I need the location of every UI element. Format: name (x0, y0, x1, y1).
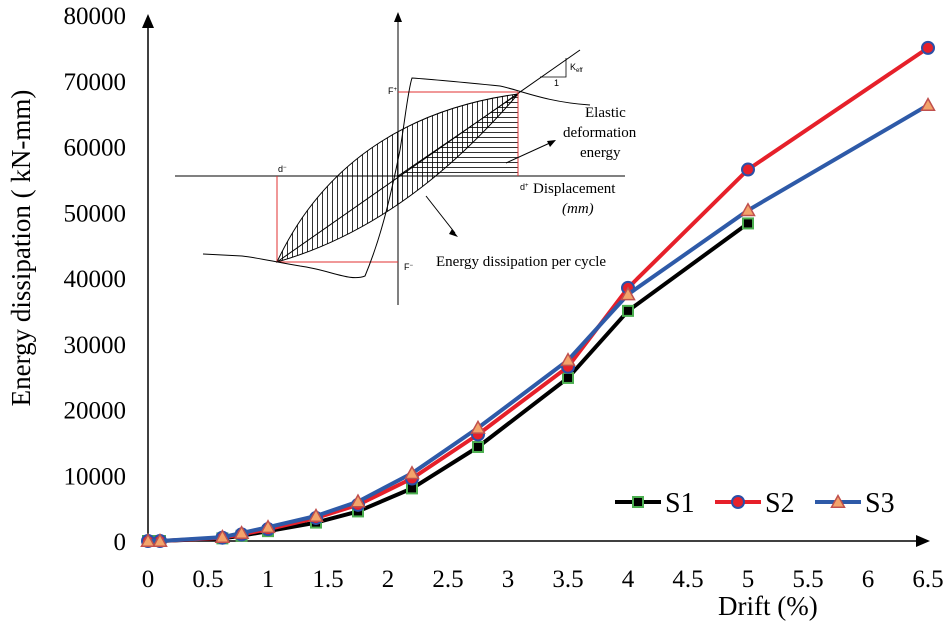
data-point-s1 (622, 304, 634, 317)
legend-label-s1: S1 (665, 488, 695, 519)
f-minus-label: F− (404, 262, 414, 272)
y-tick-label: 80000 (64, 3, 127, 30)
elastic-label-1: Elastic (585, 105, 626, 121)
data-point-s3 (404, 465, 420, 480)
displacement-label: Displacement (533, 181, 616, 197)
x-tick-label: 5 (742, 566, 755, 593)
backbone-curve (202, 77, 591, 279)
x-tick-label: 1 (262, 566, 275, 593)
hysteresis-inset-diagram: Keff 1 F+ F− d− d+ Elastic deformation e… (175, 12, 637, 305)
data-point-s3 (308, 507, 324, 522)
dissipation-label: Energy dissipation per cycle (436, 254, 606, 270)
x-tick-label: 3 (502, 566, 515, 593)
legend-marker-s2 (731, 495, 745, 509)
d-minus-label: d− (278, 164, 287, 174)
data-point-s3 (740, 202, 756, 217)
y-tick-label: 30000 (64, 332, 127, 359)
displacement-unit: (mm) (562, 201, 594, 217)
dissipation-arrow (425, 195, 456, 234)
x-tick-label: 0.5 (192, 566, 223, 593)
y-axis-title: Energy dissipation ( kN-mm) (6, 90, 36, 407)
axes (142, 14, 930, 547)
dissipation-arrowhead (449, 229, 458, 237)
x-tick-label: 2.5 (432, 566, 463, 593)
data-point-s3 (233, 525, 250, 540)
x-axis-arrowhead (916, 535, 930, 547)
data-point-s1 (562, 371, 574, 384)
y-tick-labels: 0 10000 20000 30000 40000 50000 60000 70000 8000… (64, 3, 127, 556)
d-plus-label: d+ (520, 182, 529, 192)
series-line-s3 (148, 103, 930, 543)
y-tick-label: 20000 (64, 398, 127, 425)
data-point-s3 (260, 519, 276, 534)
data-point-s3 (350, 493, 366, 508)
data-point-s2 (741, 162, 755, 177)
y-tick-label: 0 (114, 529, 127, 556)
data-point-s3 (214, 529, 231, 544)
legend-label-s3: S3 (865, 488, 895, 519)
elastic-arrow (505, 141, 553, 164)
f-plus-label: F+ (388, 86, 398, 96)
series-s2 (141, 40, 935, 548)
x-tick-label: 5.5 (792, 566, 823, 593)
legend-label-s2: S2 (765, 488, 795, 519)
x-tick-label: 6.5 (912, 566, 943, 593)
x-tick-label: 1.5 (312, 566, 343, 593)
data-point-s3 (470, 419, 486, 434)
data-point-s3 (152, 532, 168, 547)
data-point-s3 (140, 532, 156, 547)
x-tick-label: 4 (622, 566, 635, 593)
keff-triangle (540, 58, 567, 78)
x-tick-label: 0 (142, 566, 155, 593)
legend-marker-s3 (830, 493, 846, 508)
x-tick-label: 6 (862, 566, 875, 593)
legend-marker-s1 (632, 496, 644, 508)
data-point-s1 (742, 217, 754, 230)
series-s3 (140, 97, 936, 547)
x-axis-title: Drift (%) (718, 591, 818, 621)
elastic-label-2: deformation (563, 125, 637, 141)
series-layer (140, 40, 936, 548)
data-point-s3 (560, 352, 576, 367)
data-point-s2 (921, 40, 935, 55)
y-tick-label: 40000 (64, 266, 127, 293)
x-tick-label: 2 (382, 566, 395, 593)
x-tick-label: 4.5 (672, 566, 703, 593)
x-tick-labels: 0 0.5 1 1.5 2 2.5 3 3.5 4 4.5 5 5.5 6 6.5 (142, 566, 944, 593)
data-point-s1 (472, 440, 484, 453)
data-point-s3 (620, 286, 636, 301)
y-tick-label: 70000 (64, 69, 127, 96)
data-point-s3 (920, 97, 936, 112)
y-axis-arrowhead (142, 14, 154, 28)
effective-stiffness-line (276, 49, 581, 263)
x-tick-label: 3.5 (552, 566, 583, 593)
keff-label: Keff (570, 62, 583, 74)
elastic-label-3: energy (580, 145, 621, 161)
y-tick-label: 50000 (64, 200, 127, 227)
keff-one-label: 1 (554, 78, 559, 88)
legend: S1 S2 S3 (615, 488, 895, 519)
y-tick-label: 10000 (64, 463, 127, 490)
y-tick-label: 60000 (64, 135, 127, 162)
series-line-s2 (148, 46, 930, 543)
inset-vertical-arrowhead (394, 12, 402, 22)
elastic-arrowhead (547, 140, 556, 147)
